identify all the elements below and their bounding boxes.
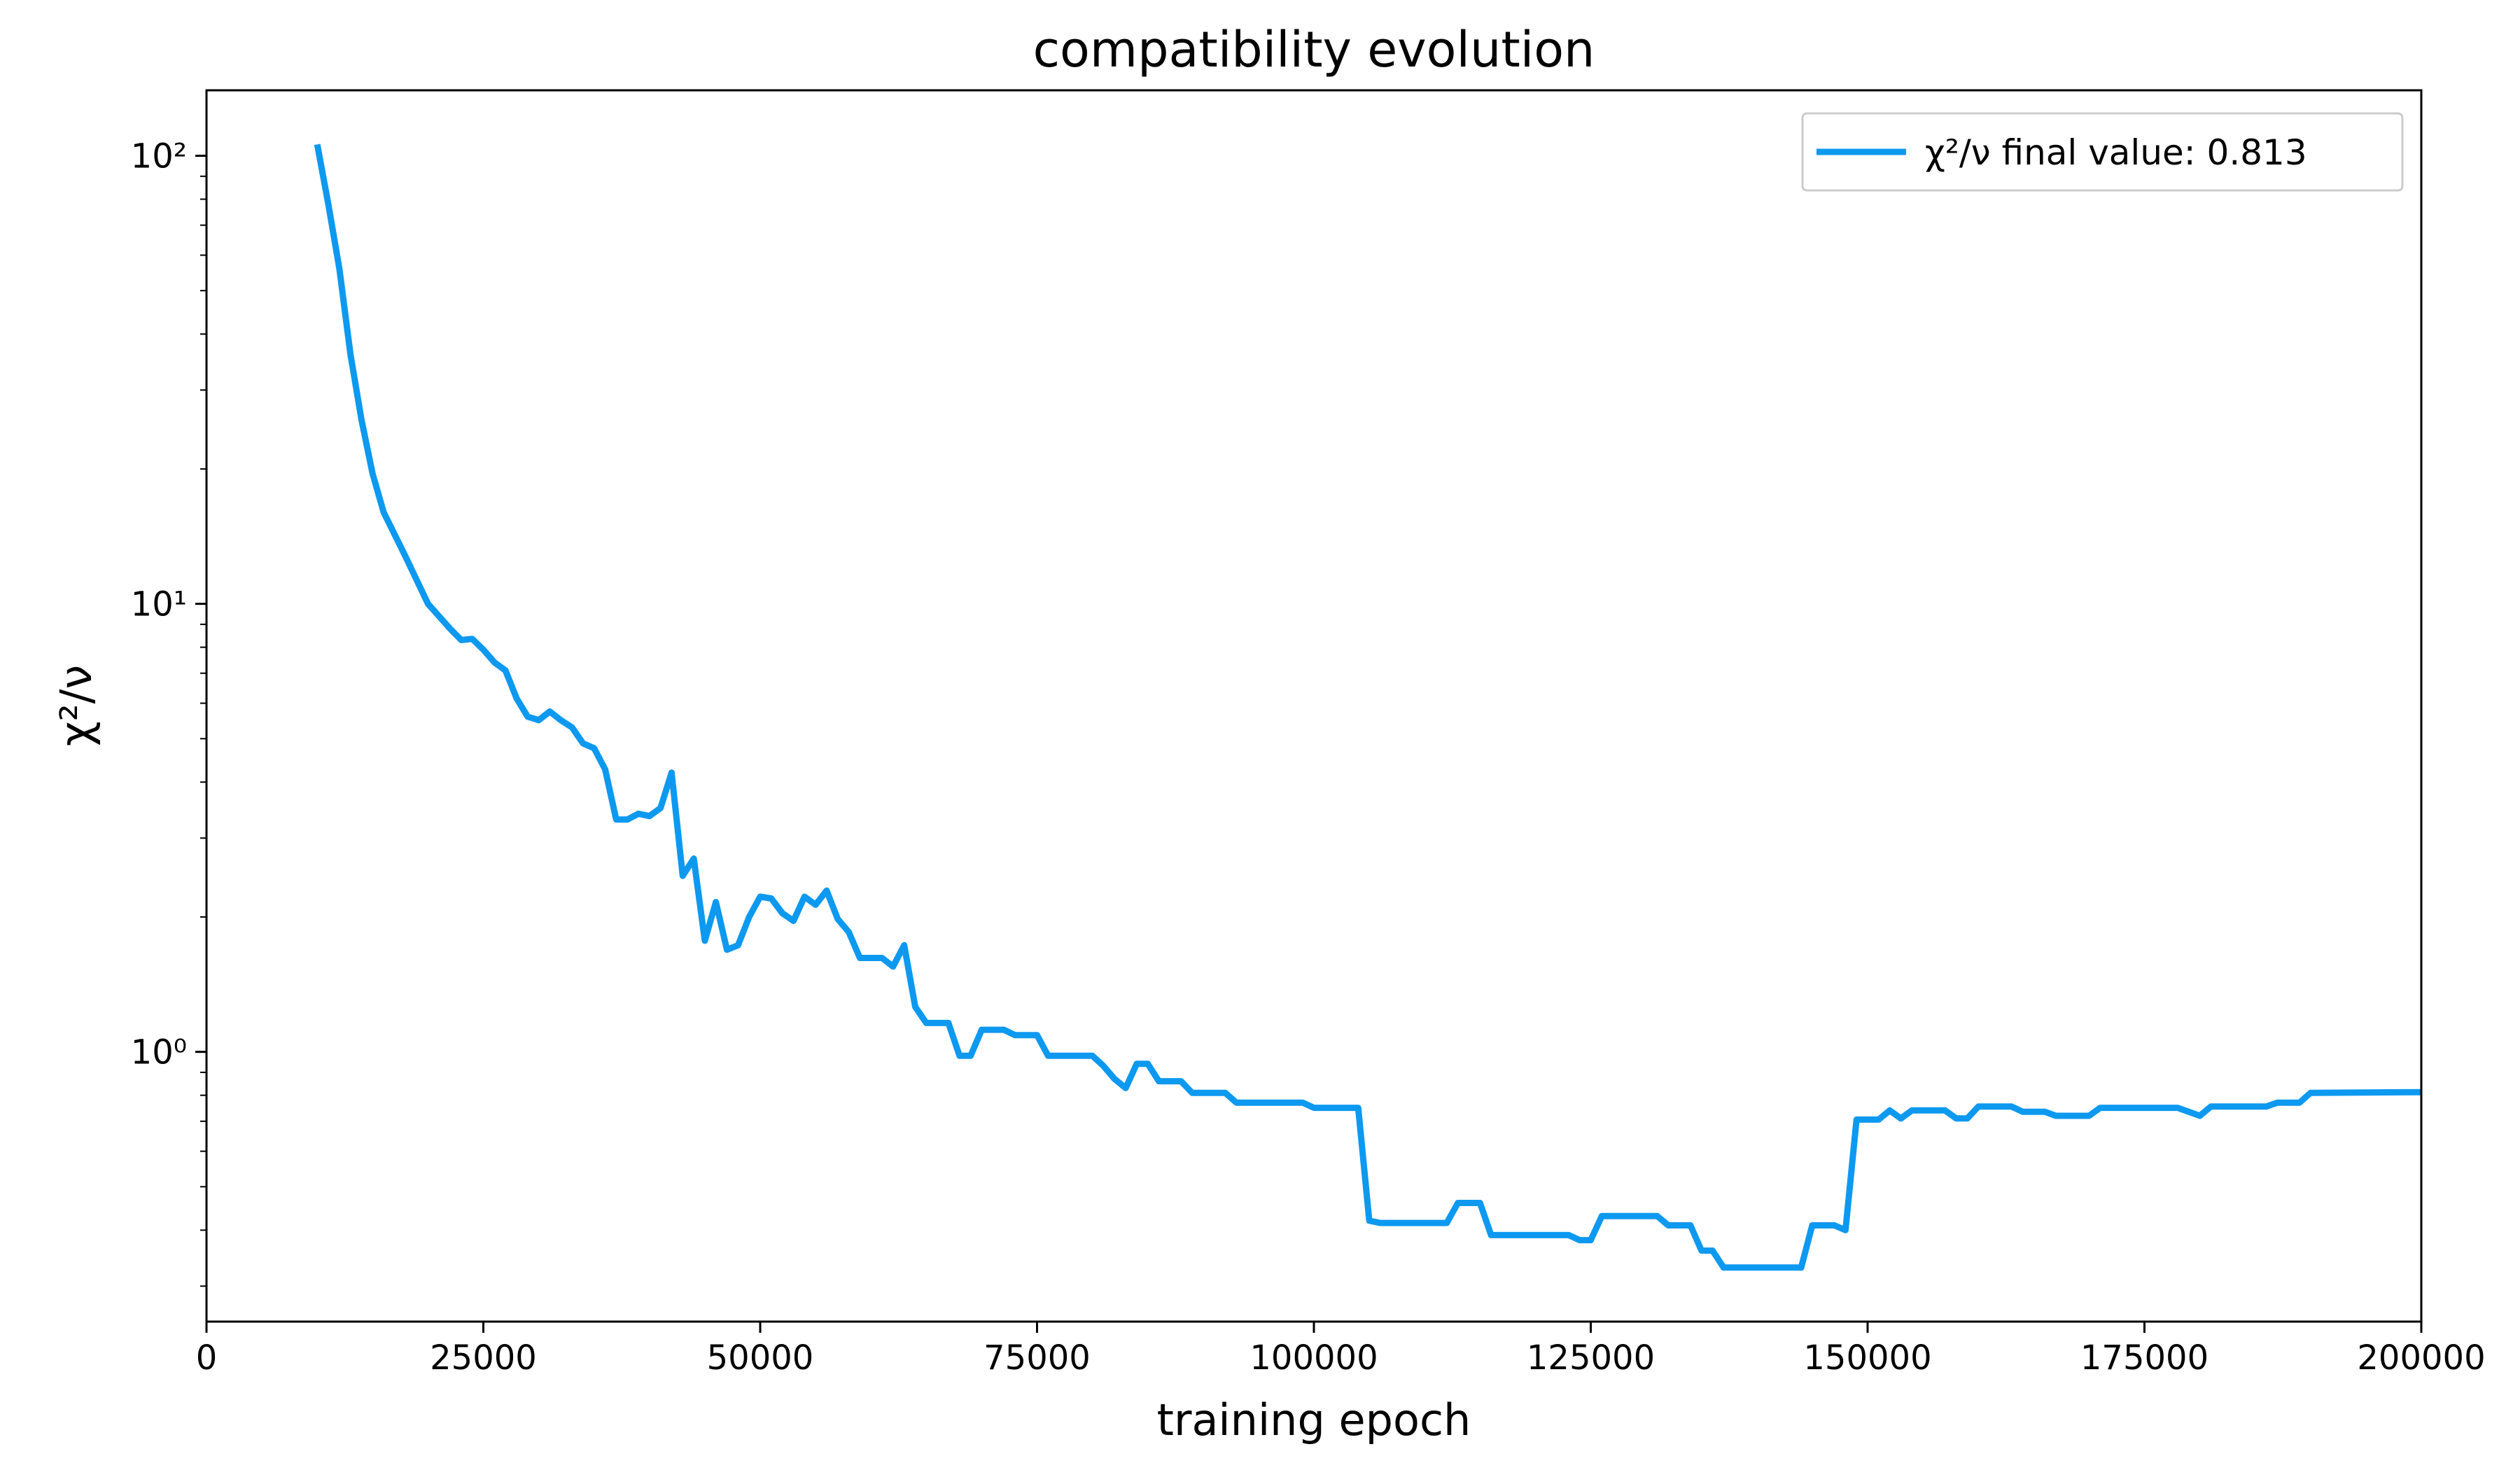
legend-label: χ²/ν final value: 0.813 <box>1925 132 2307 173</box>
x-tick-label: 150000 <box>1803 1338 1931 1378</box>
x-tick-label: 50000 <box>707 1338 814 1378</box>
y-tick-label: 10¹ <box>131 585 187 624</box>
x-tick-label: 175000 <box>2080 1338 2208 1378</box>
x-axis-label: training epoch <box>1157 1394 1471 1446</box>
y-tick-label: 10⁰ <box>131 1033 187 1072</box>
x-tick-label: 100000 <box>1250 1338 1378 1378</box>
x-tick-label: 125000 <box>1527 1338 1655 1378</box>
plot-frame <box>205 89 2423 1323</box>
x-tick-label: 200000 <box>2357 1338 2485 1378</box>
x-tick-label: 0 <box>196 1338 218 1378</box>
legend: χ²/ν final value: 0.813 <box>1801 112 2404 192</box>
x-tick-label: 75000 <box>983 1338 1091 1378</box>
chart-title: compatibility evolution <box>1033 21 1595 78</box>
y-axis-label: χ²/ν <box>50 665 102 746</box>
y-tick-label: 10² <box>131 137 187 176</box>
data-line <box>314 144 2421 1271</box>
legend-box <box>1801 112 2404 192</box>
x-tick-label: 25000 <box>430 1338 537 1378</box>
